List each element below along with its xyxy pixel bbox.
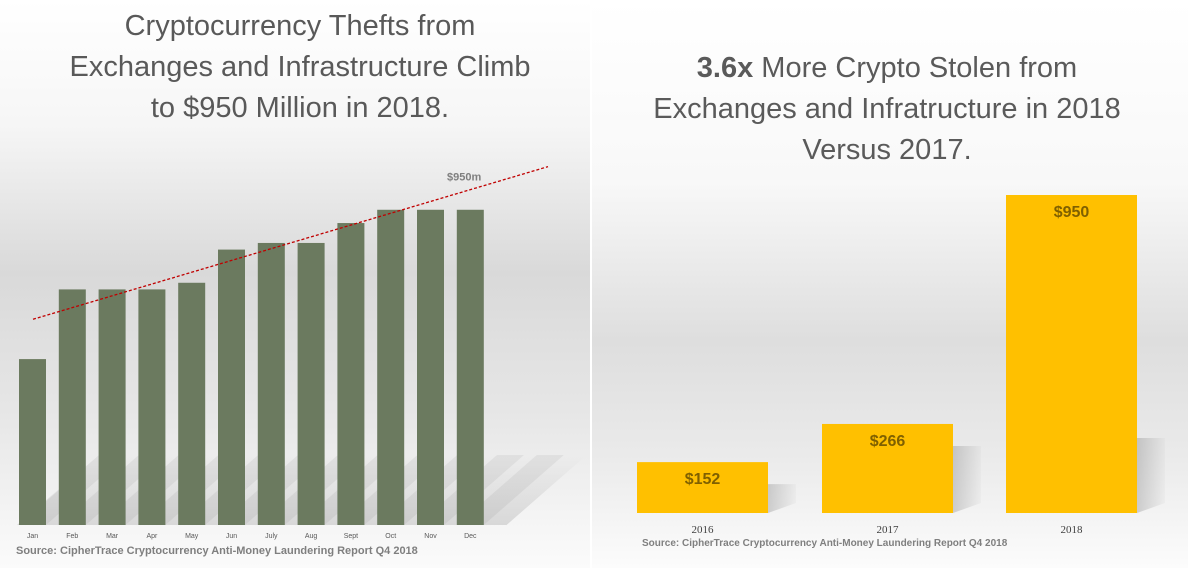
monthly-tick-label: Feb [66, 533, 78, 540]
monthly-thefts-panel: Cryptocurrency Thefts from Exchanges and… [0, 0, 590, 568]
monthly-bar-group: Oct [377, 209, 485, 540]
monthly-tick-label: Oct [385, 533, 396, 540]
yearly-data-label: $950 [1054, 204, 1090, 221]
monthly-bar [138, 289, 166, 525]
yearly-title-multiplier: 3.6x [696, 52, 754, 84]
monthly-tick-label: Aug [305, 533, 318, 540]
monthly-tick-label: Jun [226, 533, 237, 540]
yearly-chart-title: 3.6x More Crypto Stolen from Exchanges a… [622, 48, 1152, 171]
yearly-bar-group: $266 2017 [822, 423, 981, 536]
monthly-tick-label: Jan [27, 533, 38, 540]
trendline-label: $950m [447, 172, 481, 184]
monthly-bar [218, 249, 245, 525]
yearly-bar-group: $950 2018 [1006, 195, 1165, 536]
monthly-bar [297, 242, 325, 526]
yearly-tick-label: 2018 [1061, 524, 1084, 536]
monthly-tick-label: July [265, 533, 278, 540]
yearly-bar [637, 462, 768, 513]
yearly-bar-chart: $152 2016 $266 2017 $950 2018 [637, 195, 1165, 536]
yearly-tick-label: 2017 [877, 524, 900, 536]
monthly-bar-chart: Jan Feb Mar Apr May Jun July Aug Sept Oct Nov Dec $9… [17, 166, 587, 540]
monthly-tick-label: Apr [146, 533, 158, 540]
monthly-tick-label: Sept [344, 533, 358, 540]
monthly-tick-label: Mar [106, 533, 119, 540]
monthly-chart-title: Cryptocurrency Thefts from Exchanges and… [69, 10, 531, 124]
yearly-bar-shadow [953, 445, 981, 513]
monthly-chart-source: Source: CipherTrace Cryptocurrency Anti-… [16, 545, 418, 557]
yearly-bar-shadow [768, 484, 796, 513]
monthly-bar [178, 282, 206, 525]
trendline [32, 166, 549, 320]
monthly-bar [19, 359, 46, 525]
yearly-bar [822, 423, 953, 513]
monthly-bar [456, 209, 484, 526]
monthly-bar [417, 209, 444, 526]
yearly-data-label: $152 [685, 471, 721, 488]
yearly-thefts-panel: 3.6x More Crypto Stolen from Exchanges a… [592, 0, 1188, 568]
monthly-bar-group: Dec [456, 209, 564, 540]
monthly-bar [257, 242, 285, 526]
monthly-tick-label: Dec [464, 533, 477, 540]
monthly-bar [337, 223, 365, 525]
monthly-tick-label: May [185, 533, 199, 540]
yearly-title-text: More Crypto Stolen from Exchanges and In… [653, 52, 1121, 166]
yearly-data-label: $266 [870, 433, 906, 450]
monthly-bar [58, 289, 86, 525]
yearly-bar-shadow [1137, 438, 1165, 513]
monthly-tick-label: Nov [424, 533, 437, 540]
yearly-bar-group: $152 2016 [637, 462, 796, 536]
yearly-bar [1006, 195, 1137, 513]
monthly-bar [377, 209, 405, 526]
yearly-tick-label: 2016 [692, 524, 715, 536]
monthly-bar [98, 289, 126, 525]
yearly-chart-source: Source: CipherTrace Cryptocurrency Anti-… [642, 538, 1008, 549]
